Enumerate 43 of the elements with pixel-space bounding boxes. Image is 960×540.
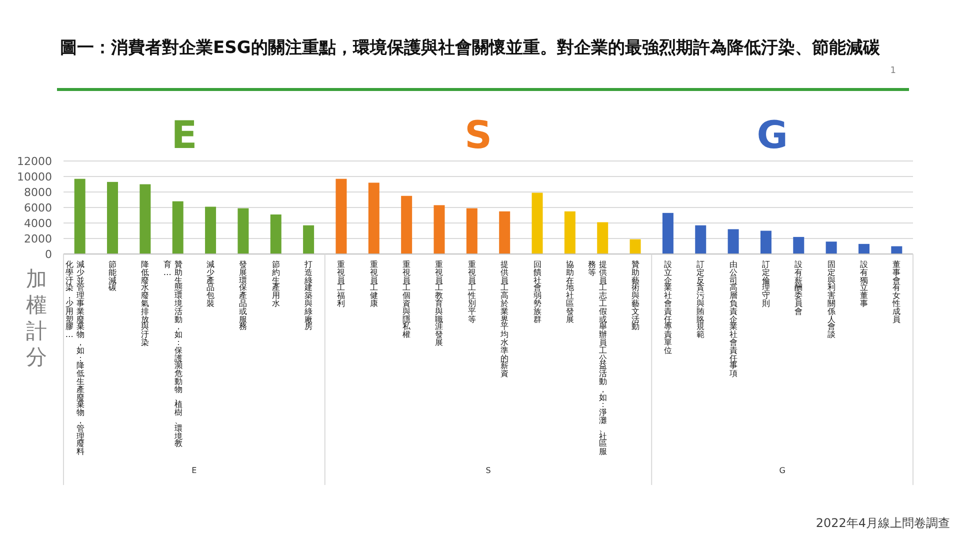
category-label: 由公司高層負責企業社會責任事項 bbox=[729, 260, 738, 378]
category-label: 減少並管理事業廢棄物，如：降低生產廢棄物，管理廢料化學汙染，少用塑膠… bbox=[65, 260, 84, 456]
x-tick-label: 重視員工健康 bbox=[368, 260, 379, 310]
y-tick-label: 2000 bbox=[24, 232, 52, 246]
text: G bbox=[779, 466, 786, 475]
category-label: 贊助生態環境活動，如：保護瀕危動物、植樹、環境教育… bbox=[163, 260, 182, 448]
x-tick-label: 節約生產用水 bbox=[270, 260, 281, 310]
category-label: 發展環保產品或服務 bbox=[239, 260, 248, 332]
y-tick-label: 10000 bbox=[17, 170, 52, 184]
x-tick-label: 設有薪酬委員會 bbox=[794, 260, 804, 318]
category-label: 提供員工高於業界平均水準的薪資 bbox=[500, 260, 509, 378]
y-axis-title: 加權計分 bbox=[26, 266, 48, 370]
category-label: 設立企業社會責任專責單位 bbox=[664, 260, 672, 355]
y-tick-label: 0 bbox=[45, 248, 52, 261]
series-label: G bbox=[756, 113, 788, 157]
category-label: 降低廢水廢氣排放與汙染 bbox=[141, 260, 150, 347]
x-tick-label: 協助在地社區發展 bbox=[564, 260, 575, 326]
category-label: 重視員工個資與隱私權 bbox=[402, 260, 411, 340]
text: E bbox=[192, 466, 197, 475]
x-tick-label: 減少產品包裝 bbox=[206, 260, 216, 310]
x-tick-label: 設有獨立董事 bbox=[858, 260, 869, 310]
y-tick-label: 8000 bbox=[24, 186, 52, 199]
text: 1 bbox=[890, 66, 896, 76]
x-tick-label: 回饋社會弱勢族群 bbox=[532, 260, 542, 326]
category-label: 重視員工教育與職涯發展 bbox=[435, 260, 444, 347]
x-tick-label: 董事會有女性成員 bbox=[892, 260, 902, 326]
x-tick-label: 訂定倫理守則 bbox=[760, 260, 771, 310]
category-label: 贊助藝術與藝文活動 bbox=[631, 260, 640, 332]
x-tick-label: 節能減碳 bbox=[108, 260, 118, 294]
category-label: 訂定反貪污與賄賂規範 bbox=[696, 260, 705, 340]
category-label: 固定與利害關係人會談 bbox=[827, 260, 836, 340]
x-tick-label: 重視員工福利 bbox=[336, 260, 346, 310]
series-label: E bbox=[171, 113, 198, 157]
y-tick-label: 6000 bbox=[24, 202, 52, 214]
y-tick-label: 12000 bbox=[17, 155, 52, 168]
text: S bbox=[486, 466, 491, 475]
category-label: 打造綠建築與綠廠房 bbox=[304, 260, 313, 332]
text: 2022年4月線上問卷調查 bbox=[816, 515, 950, 532]
y-tick-label: 4000 bbox=[24, 217, 52, 230]
series-label: S bbox=[464, 113, 492, 157]
chart-title: 圖一：消費者對企業ESG的關注重點，環境保護與社會關懷並重。對企業的最強烈期許為降低汙染、節能減碳 bbox=[60, 38, 881, 59]
x-tick-label: 重視員工性別平等 bbox=[466, 260, 477, 326]
category-label: 提供員工志工假或舉辦員工公益活動，如：淨灘、社區服務等 bbox=[588, 260, 608, 456]
